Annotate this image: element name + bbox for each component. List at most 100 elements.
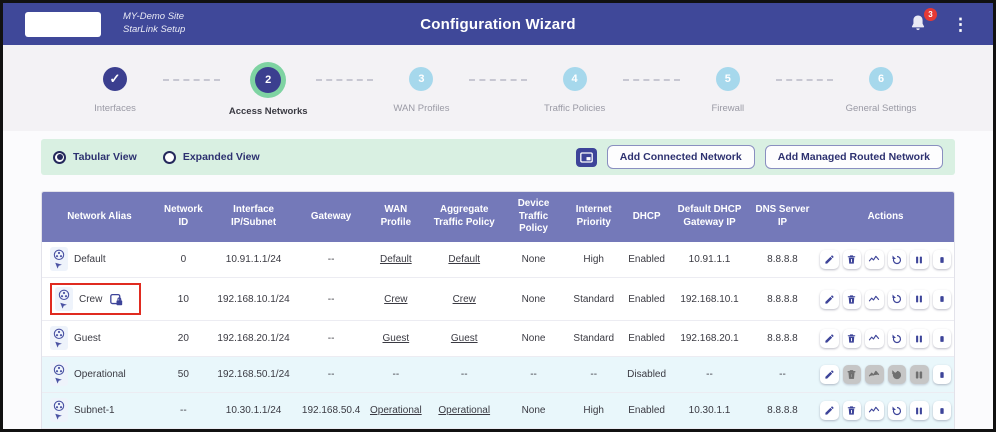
col-interface-ip: Interface IP/Subnet xyxy=(209,192,298,243)
refresh-icon xyxy=(891,333,903,345)
dns-server-cell: 8.8.8.8 xyxy=(747,392,818,429)
delete-button xyxy=(842,365,862,385)
delete-button[interactable] xyxy=(842,250,862,270)
add-managed-routed-network-button[interactable]: Add Managed Routed Network xyxy=(764,145,943,169)
profile-link[interactable]: Crew xyxy=(452,293,476,305)
profile-link[interactable]: Operational xyxy=(438,405,491,417)
aggregate-policy-cell: Default xyxy=(426,242,502,279)
activity-button[interactable] xyxy=(865,250,884,270)
alias-wrap: Operational xyxy=(50,362,126,387)
stop-button[interactable] xyxy=(932,250,952,270)
stop-icon xyxy=(937,255,947,265)
dhcp-cell: Enabled xyxy=(621,242,672,279)
interface-ip-cell: 192.168.10.1/24 xyxy=(209,277,298,322)
delete-button[interactable] xyxy=(842,401,862,421)
delete-icon xyxy=(846,369,857,380)
dhcp-cell: Disabled xyxy=(621,356,672,394)
step-number: 3 xyxy=(409,67,434,91)
profile-link[interactable]: Guest xyxy=(450,333,478,345)
refresh-button[interactable] xyxy=(887,289,907,309)
bell-icon xyxy=(911,15,925,31)
table-row: Subnet-2--10.30.2.1/24192.168.50.4Operat… xyxy=(42,428,954,429)
network-alias-cell: Subnet-1 xyxy=(42,392,157,429)
refresh-button[interactable] xyxy=(887,329,907,349)
profile-link[interactable]: Operational xyxy=(369,405,422,417)
delete-icon xyxy=(846,254,857,265)
col-actions: Actions xyxy=(817,192,954,243)
step-general-settings[interactable]: 6 General Settings xyxy=(833,67,929,114)
step-connector xyxy=(316,79,374,81)
edit-button[interactable] xyxy=(820,401,839,421)
interface-ip-cell: 10.91.1.1/24 xyxy=(209,242,298,279)
device-policy-cell: None xyxy=(501,242,566,279)
gateway-cell: -- xyxy=(297,277,365,322)
tabular-view-radio[interactable]: Tabular View xyxy=(53,150,137,164)
internet-priority-cell: Standard xyxy=(565,428,622,429)
delete-button[interactable] xyxy=(842,289,862,309)
more-menu-button[interactable]: ⋮ xyxy=(952,14,969,34)
col-wan-profile: WAN Profile xyxy=(364,192,427,243)
stop-button[interactable] xyxy=(932,365,952,385)
radio-selected-icon xyxy=(53,150,66,164)
wan-profile-cell: Default xyxy=(364,242,427,279)
stop-button[interactable] xyxy=(932,329,952,349)
panel-view-button[interactable] xyxy=(575,147,597,167)
col-aggregate-policy: Aggregate Traffic Policy xyxy=(426,192,502,243)
wan-profile-cell: Guest xyxy=(364,320,427,358)
refresh-button[interactable] xyxy=(887,250,907,270)
profile-link[interactable]: Guest xyxy=(382,333,410,345)
profile-link[interactable]: Default xyxy=(448,254,481,266)
wan-profile-cell: Crew xyxy=(364,277,427,322)
pause-button[interactable] xyxy=(910,289,929,309)
networks-table-card: Network Alias Network ID Interface IP/Su… xyxy=(41,191,955,429)
step-traffic-policies[interactable]: 4 Traffic Policies xyxy=(527,67,623,114)
radio-unselected-icon xyxy=(162,150,176,164)
step-wan-profiles[interactable]: 3 WAN Profiles xyxy=(373,67,469,114)
edit-button[interactable] xyxy=(820,365,839,385)
step-firewall[interactable]: 5 Firewall xyxy=(680,67,776,114)
stop-button[interactable] xyxy=(932,401,952,421)
dhcp-gateway-cell: 192.168.10.1 xyxy=(671,277,748,322)
gateway-cell: -- xyxy=(297,356,365,394)
delete-button[interactable] xyxy=(842,329,862,349)
dhcp-cell: Enabled xyxy=(621,320,672,358)
pause-button[interactable] xyxy=(910,329,929,349)
profile-link[interactable]: Crew xyxy=(384,293,408,305)
refresh-icon xyxy=(891,254,903,266)
expanded-view-radio[interactable]: Expanded View xyxy=(162,150,260,164)
col-internet-priority: Internet Priority xyxy=(565,192,622,243)
step-connector xyxy=(469,79,527,81)
activity-button[interactable] xyxy=(865,329,884,349)
profile-link[interactable]: Default xyxy=(379,254,412,266)
edit-icon xyxy=(824,333,835,344)
refresh-button[interactable] xyxy=(887,401,907,421)
step-access-networks[interactable]: 2 Access Networks xyxy=(220,67,316,117)
highlight-annotation: Crew xyxy=(50,283,142,316)
add-connected-network-button[interactable]: Add Connected Network xyxy=(606,145,755,169)
network-alias-cell: Default xyxy=(42,242,157,279)
site-name: MY-Demo Site xyxy=(123,11,185,23)
activity-icon xyxy=(868,405,880,416)
pause-button[interactable] xyxy=(910,250,929,270)
notifications-button[interactable]: 3 xyxy=(908,8,937,35)
edit-button[interactable] xyxy=(820,289,839,309)
internet-priority-cell: High xyxy=(565,242,622,279)
edit-button[interactable] xyxy=(820,329,839,349)
notification-badge: 3 xyxy=(924,8,937,21)
aggregate-policy-cell: -- xyxy=(426,356,502,394)
edit-button[interactable] xyxy=(820,250,839,270)
activity-button[interactable] xyxy=(865,401,884,421)
pause-button[interactable] xyxy=(910,401,929,421)
wan-profile-cell: Operational xyxy=(364,428,427,429)
activity-button[interactable] xyxy=(865,289,884,309)
internet-priority-cell: -- xyxy=(565,356,622,394)
pause-icon xyxy=(914,294,924,304)
stop-button[interactable] xyxy=(932,289,952,309)
network-alias-cell: Subnet-2 xyxy=(42,428,157,429)
step-interfaces[interactable]: ✓ Interfaces xyxy=(67,67,163,114)
gateway-cell: 192.168.50.4 xyxy=(297,392,365,429)
app-header: MY-Demo Site StarLink Setup Configuratio… xyxy=(3,3,993,45)
step-number: 2 xyxy=(255,67,282,93)
network-icon xyxy=(50,326,68,351)
